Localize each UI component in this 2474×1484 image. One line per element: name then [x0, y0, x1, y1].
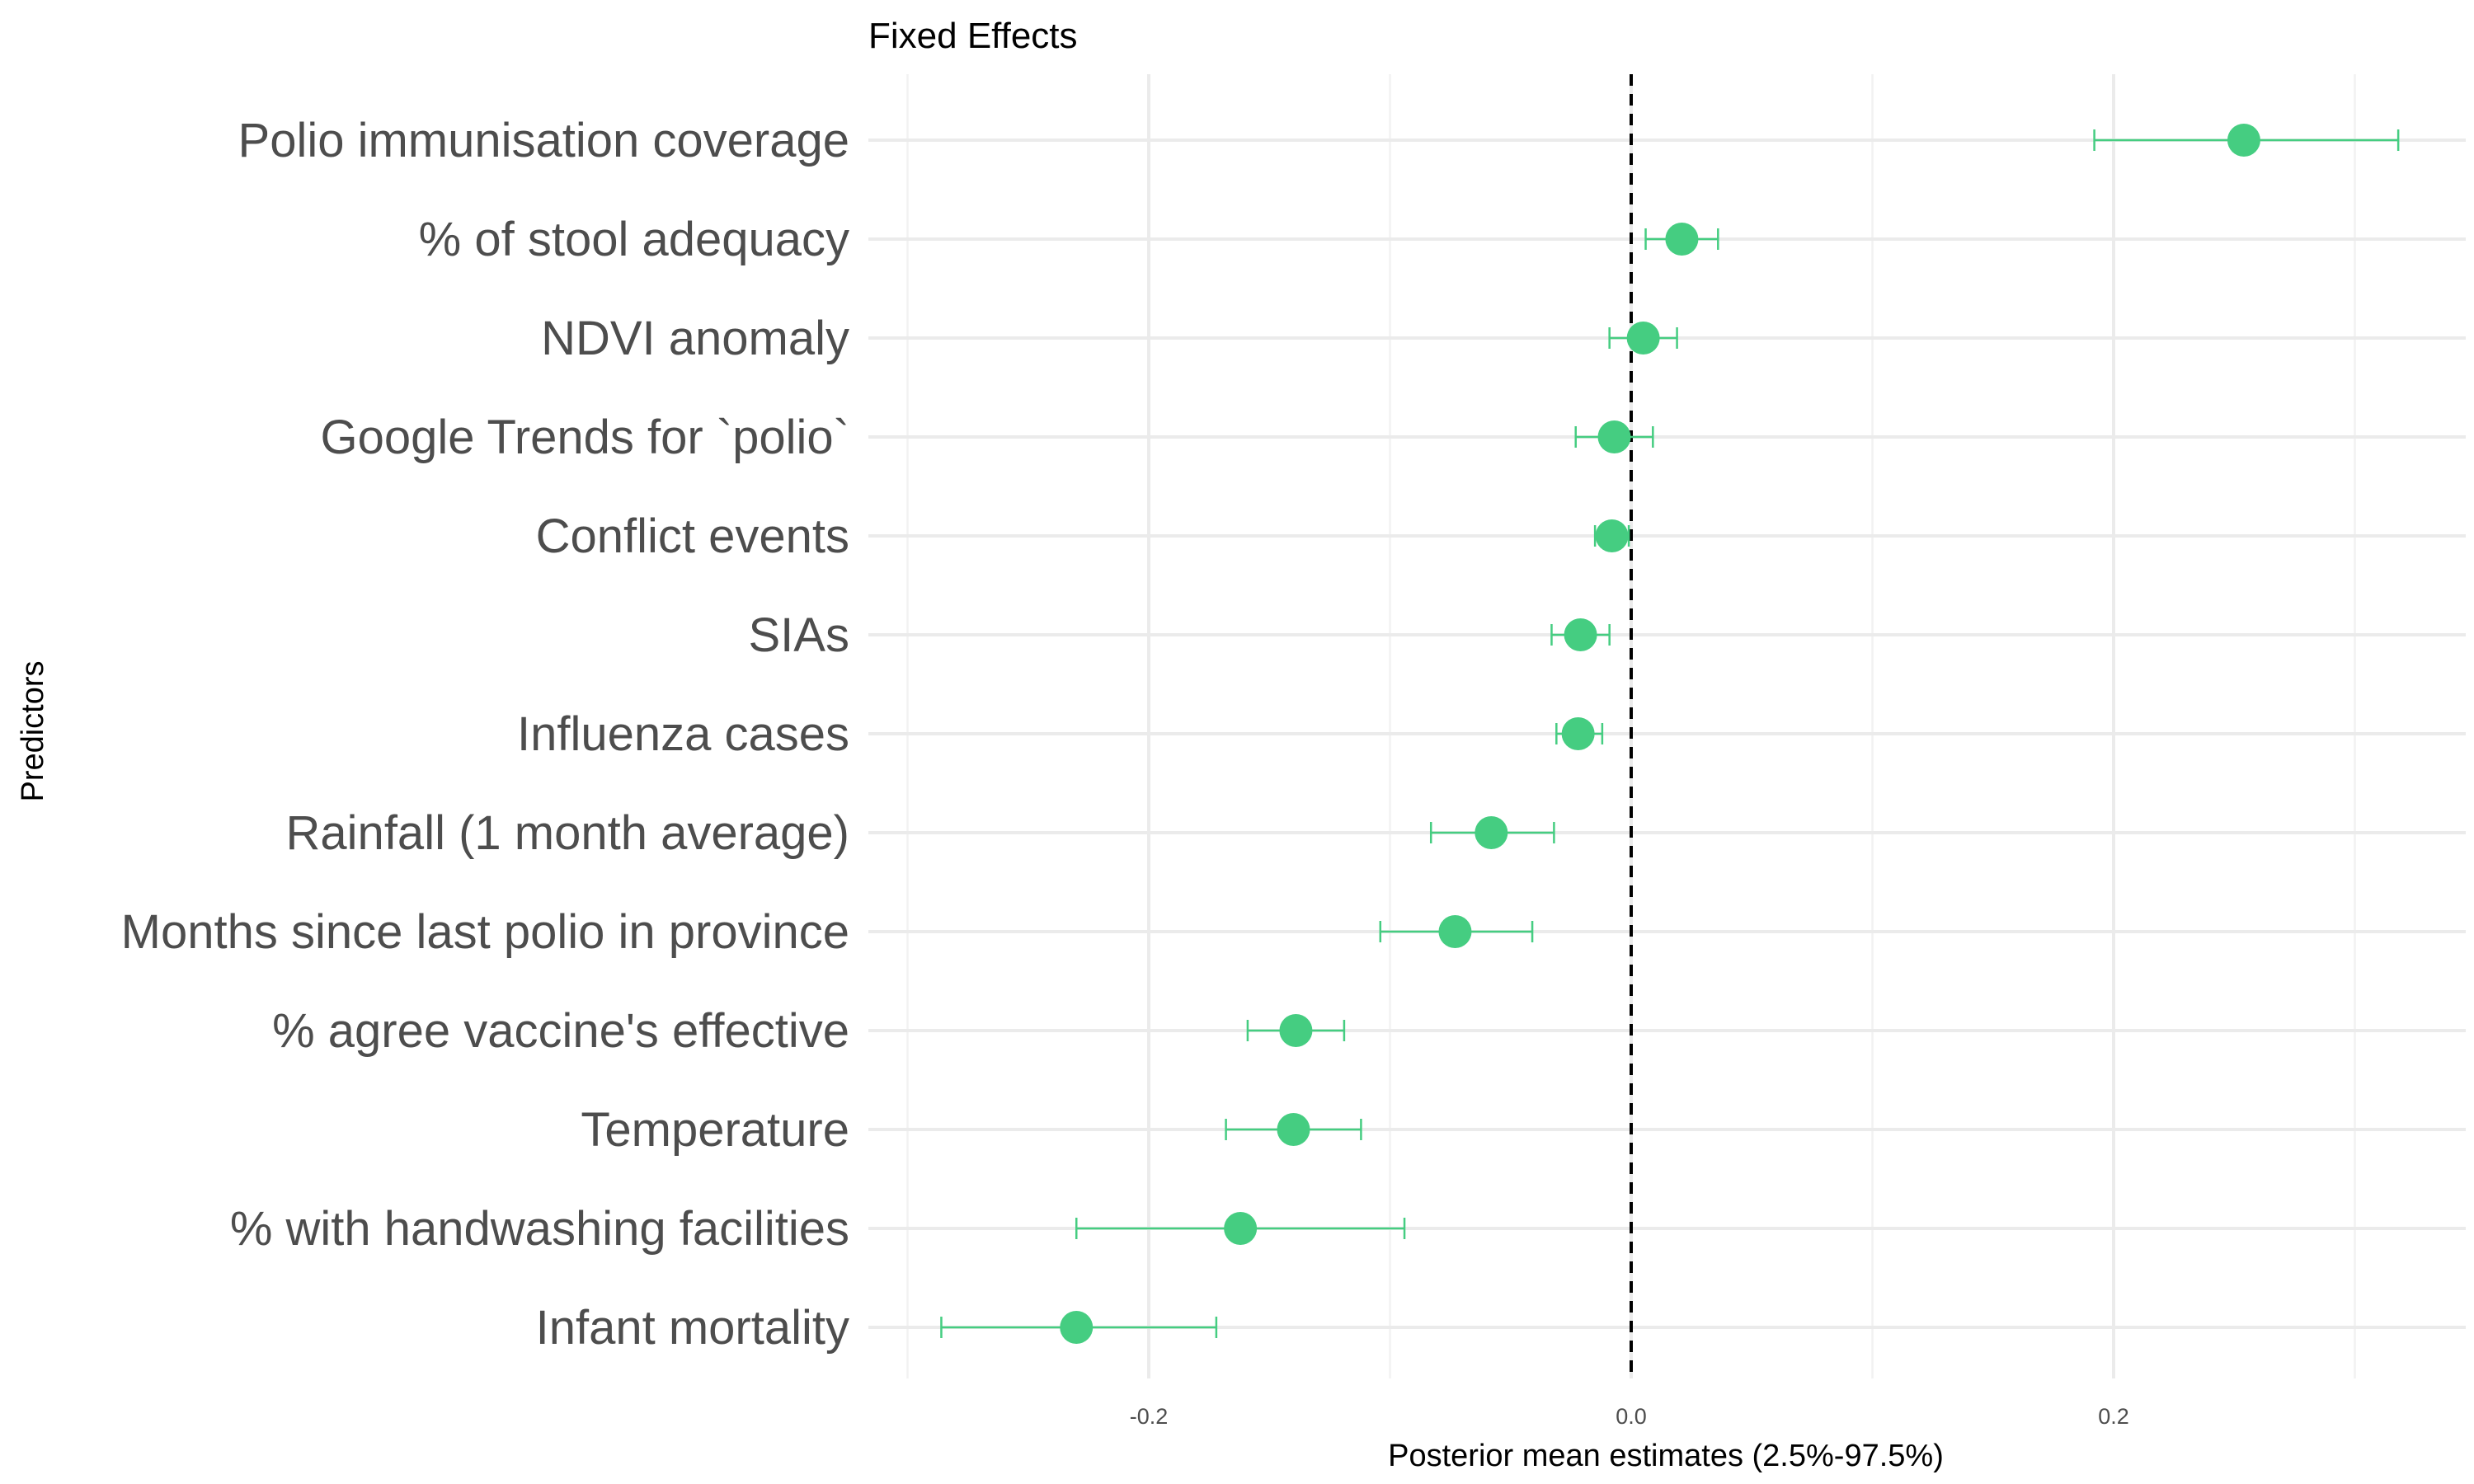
estimate-point — [1595, 519, 1629, 552]
estimate-point — [1564, 618, 1597, 651]
estimate-row — [1574, 420, 1654, 453]
estimate-row — [1379, 915, 1534, 948]
estimate-row — [1550, 618, 1611, 651]
predictor-label: Polio immunisation coverage — [238, 114, 849, 167]
estimate-row — [1593, 519, 1630, 552]
estimate-point — [1277, 1113, 1310, 1146]
predictor-label: Conflict events — [536, 510, 849, 563]
estimate-point — [1438, 915, 1472, 948]
predictor-label: % with handwashing facilities — [230, 1202, 849, 1256]
predictor-label: SIAs — [749, 608, 850, 662]
estimate-point — [1626, 322, 1660, 355]
predictor-label: Rainfall (1 month average) — [286, 806, 849, 860]
estimate-point — [1475, 816, 1508, 849]
x-axis-ticks: -0.2 0.0 0.2 — [1130, 1404, 2129, 1429]
predictor-label: Months since last polio in province — [121, 905, 849, 959]
estimate-row — [1608, 322, 1678, 355]
estimate-row — [2093, 124, 2400, 157]
estimate-point — [1665, 223, 1699, 256]
estimate-row — [1225, 1113, 1362, 1146]
estimate-point — [1561, 717, 1595, 750]
estimate-marks — [940, 124, 2400, 1344]
estimate-point — [2227, 124, 2260, 157]
x-tick-label: 0.0 — [1616, 1404, 1647, 1429]
predictor-label: Google Trends for `polio` — [320, 411, 849, 464]
estimate-point — [1060, 1311, 1094, 1344]
x-axis-title: Posterior mean estimates (2.5%-97.5%) — [1388, 1439, 1944, 1473]
predictor-label: Infant mortality — [536, 1301, 849, 1355]
predictor-labels: Polio immunisation coverage % of stool ad… — [121, 114, 849, 1355]
x-tick-label: 0.2 — [2098, 1404, 2129, 1429]
estimate-row — [1075, 1212, 1406, 1245]
estimate-row — [940, 1311, 1218, 1344]
estimate-point — [1279, 1014, 1313, 1047]
estimate-point — [1597, 420, 1631, 453]
estimate-row — [1429, 816, 1555, 849]
predictor-label: Influenza cases — [517, 707, 849, 761]
estimate-point — [1224, 1212, 1258, 1245]
chart-title: Fixed Effects — [868, 16, 1078, 56]
y-axis-title: Predictors — [16, 660, 50, 801]
x-tick-label: -0.2 — [1130, 1404, 1169, 1429]
predictor-label: NDVI anomaly — [541, 312, 849, 365]
estimate-row — [1644, 223, 1719, 256]
predictor-label: Temperature — [581, 1103, 849, 1157]
predictor-label: % agree vaccine's effective — [272, 1004, 849, 1058]
grid-lines — [868, 74, 2466, 1378]
estimate-row — [1555, 717, 1604, 750]
estimate-row — [1246, 1014, 1346, 1047]
predictor-label: % of stool adequacy — [419, 213, 849, 266]
